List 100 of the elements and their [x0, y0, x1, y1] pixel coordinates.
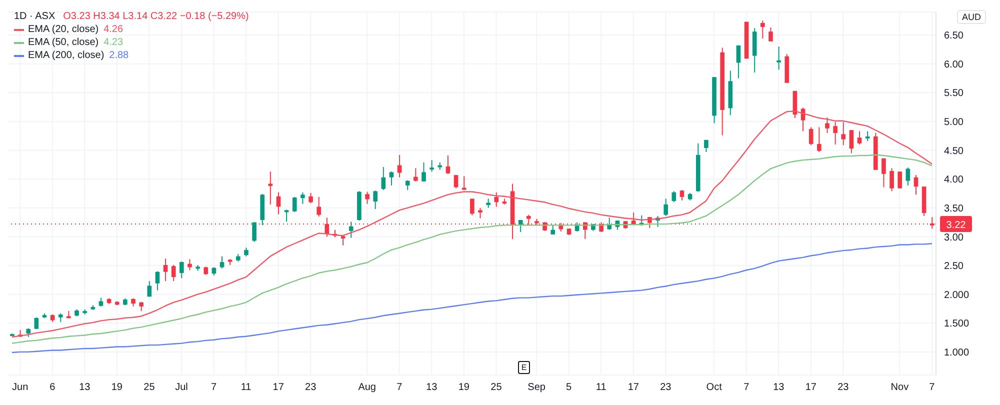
candlestick — [268, 171, 273, 205]
x-tick-label: 7 — [929, 382, 936, 394]
candlestick — [308, 192, 313, 204]
candlestick — [680, 190, 684, 201]
candlestick — [34, 316, 39, 330]
x-tick-label: 23 — [305, 382, 317, 394]
chart-title: 1D · ASX — [14, 11, 56, 22]
candlestick — [300, 192, 305, 204]
x-tick-label: 7 — [210, 382, 217, 394]
x-tick-label: Sep — [528, 382, 546, 394]
candlestick — [389, 171, 394, 186]
candlestick — [550, 224, 556, 235]
candlestick — [833, 122, 838, 146]
ref-line-label: 3.22 — [946, 220, 966, 232]
candlestick — [147, 280, 152, 298]
annotation: O3.23 H3.34 L3.14 C3.22 −0.18 (−5.29%) — [63, 11, 249, 22]
y-tick-label: 6.00 — [944, 59, 964, 70]
candlestick — [252, 222, 256, 242]
x-tick-label: Oct — [706, 382, 722, 394]
candlestick — [817, 126, 822, 153]
x-tick-label: 23 — [660, 382, 672, 394]
x-tick-label: Jun — [12, 382, 28, 394]
line-series — [11, 243, 933, 354]
candlestick — [672, 190, 676, 203]
candlestick — [776, 46, 781, 70]
x-tick-label: 6 — [50, 382, 56, 394]
candlestick — [664, 198, 668, 216]
y-tick-label: 1.000 — [944, 348, 970, 358]
candlestick — [155, 270, 160, 291]
candlestick — [316, 196, 322, 218]
candlestick — [381, 166, 386, 191]
x-tick-label: 25 — [144, 382, 156, 394]
x-tick-label: Jul — [175, 382, 188, 394]
candlestick — [430, 160, 434, 172]
x-tick-label: 19 — [458, 382, 470, 394]
y-tick-label: 1.500 — [944, 318, 970, 330]
candlestick — [704, 139, 708, 153]
candlestick — [348, 221, 354, 238]
candlestick — [882, 158, 886, 188]
candlestick — [768, 27, 773, 42]
candlestick — [284, 209, 289, 222]
annotation: 4.23 — [104, 36, 124, 49]
candlestick — [462, 176, 466, 191]
x-tick-label: 13 — [426, 382, 438, 394]
y-tick-label: 6.50 — [944, 30, 964, 42]
candlestick — [220, 256, 224, 269]
y-tick-label: 3.50 — [944, 203, 964, 214]
candlestick — [422, 162, 426, 182]
candlestick — [188, 258, 192, 271]
y-tick-label: 4.50 — [944, 146, 964, 157]
candlestick — [849, 130, 854, 154]
candlestick — [760, 20, 765, 40]
candlestick — [865, 130, 870, 142]
e-badge-icon: E — [518, 361, 530, 374]
candlestick — [890, 168, 894, 192]
legend-label: EMA (200, close) — [28, 49, 104, 62]
candlestick — [494, 192, 499, 208]
candlestick — [898, 171, 902, 189]
line-series — [11, 154, 933, 344]
candlestick — [397, 154, 402, 178]
legend-label: EMA (50, close) — [28, 36, 99, 49]
x-tick-label: 5 — [566, 382, 572, 394]
candlestick — [365, 191, 370, 204]
x-tick-label: 7 — [744, 382, 750, 394]
y-tick-label: 3.00 — [944, 232, 964, 244]
candlestick — [478, 207, 482, 219]
annotation: 2.88 — [109, 49, 129, 62]
candlestick — [857, 130, 862, 146]
candlestick — [139, 301, 144, 312]
x-tick-label: 13 — [773, 382, 785, 394]
x-tick-label: 17 — [272, 382, 284, 394]
y-tick-label: 5.00 — [944, 117, 964, 128]
candlestick — [736, 44, 741, 79]
candlestick — [292, 196, 297, 212]
candlestick — [454, 174, 458, 189]
candlestick — [414, 168, 418, 182]
x-tick-label: 25 — [490, 382, 502, 394]
candlestick — [906, 167, 910, 186]
legend-label: EMA (20, close) — [28, 23, 99, 36]
candlestick — [808, 126, 814, 146]
y-tick-label: 2.50 — [944, 261, 964, 272]
annotation: 4.26 — [104, 23, 124, 36]
candlestick — [486, 198, 490, 208]
candlestick — [171, 264, 176, 282]
candlestick — [180, 260, 184, 279]
candlestick — [405, 180, 410, 191]
x-tick-label: 23 — [838, 382, 850, 394]
candlestick — [163, 258, 168, 282]
x-tick-label: 11 — [240, 382, 252, 394]
x-tick-label: 19 — [111, 382, 123, 394]
x-tick-label: 17 — [628, 382, 640, 394]
candlestick — [518, 220, 523, 233]
x-tick-label: Aug — [358, 382, 376, 394]
candlestick — [914, 174, 918, 196]
y-tick-label: 5.50 — [944, 88, 964, 100]
candlestick — [373, 190, 378, 210]
y-tick-label: 4.00 — [944, 174, 964, 186]
candlestick — [841, 122, 846, 146]
candlestick — [446, 154, 450, 174]
y-tick-label: 2.000 — [944, 290, 970, 301]
